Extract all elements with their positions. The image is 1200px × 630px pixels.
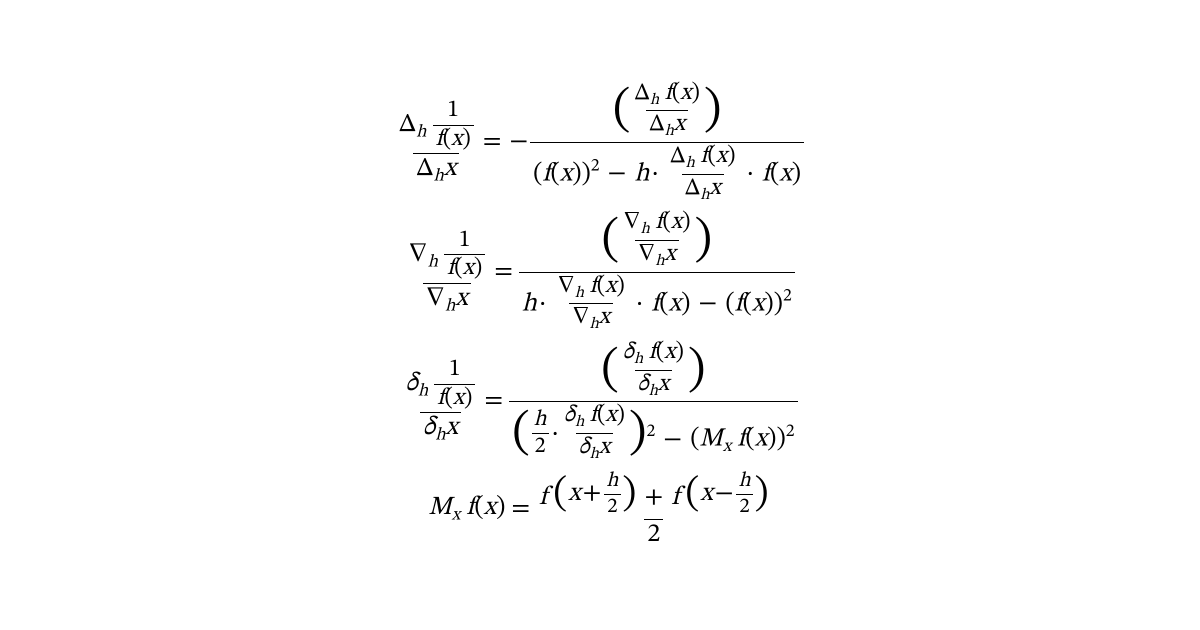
equation-mean: Mx f(x) = f ( x+ h 2 ) xyxy=(428,471,771,549)
equation-central: δh 1 f(x) δhx = ( δ xyxy=(402,341,797,463)
leading-minus: − xyxy=(509,126,528,159)
rhs-mean: f ( x+ h 2 ) + f xyxy=(536,471,771,549)
lhs-backward: ∇h 1 f(x) ∇hx xyxy=(405,229,488,316)
lhs-central: δh 1 f(x) δhx xyxy=(402,358,478,445)
Delta: Δ xyxy=(399,112,416,138)
lhs-forward: Δh 1 f(x) Δhx xyxy=(396,99,477,186)
rhs-backward: ( ∇h f(x) ∇hx ) h· ∇h f(x) xyxy=(519,211,795,333)
equation-list: Δh 1 f(x) Δhx = − ( xyxy=(396,82,804,549)
rhs-central: ( δh f(x) δhx ) ( xyxy=(509,341,797,463)
equation-forward: Δh 1 f(x) Δhx = − ( xyxy=(396,82,804,204)
equals: = xyxy=(483,126,502,159)
equation-backward: ∇h 1 f(x) ∇hx = ( ∇ xyxy=(405,211,794,333)
lhs-mean: Mx f(x) xyxy=(428,492,505,526)
rhs-forward: ( Δh f(x) Δhx ) (f(x))2 − h· xyxy=(530,82,804,204)
